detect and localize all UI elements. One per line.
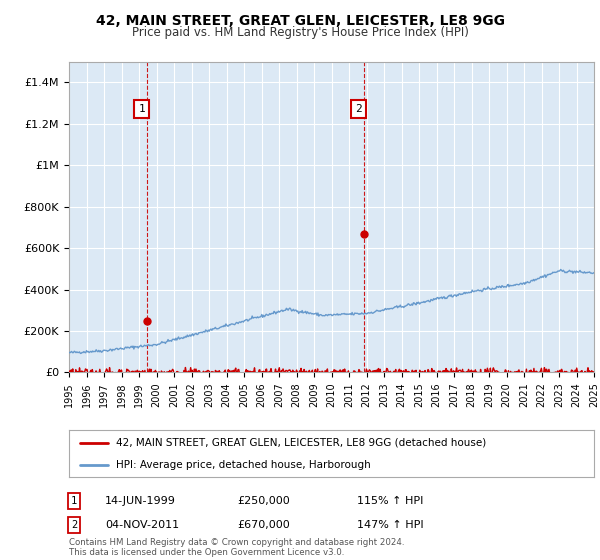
- Text: 2: 2: [71, 520, 77, 530]
- Text: 42, MAIN STREET, GREAT GLEN, LEICESTER, LE8 9GG: 42, MAIN STREET, GREAT GLEN, LEICESTER, …: [95, 14, 505, 28]
- Text: 04-NOV-2011: 04-NOV-2011: [105, 520, 179, 530]
- Text: £250,000: £250,000: [237, 496, 290, 506]
- Text: 14-JUN-1999: 14-JUN-1999: [105, 496, 176, 506]
- Text: HPI: Average price, detached house, Harborough: HPI: Average price, detached house, Harb…: [116, 460, 371, 470]
- Text: 115% ↑ HPI: 115% ↑ HPI: [357, 496, 424, 506]
- Text: Contains HM Land Registry data © Crown copyright and database right 2024.
This d: Contains HM Land Registry data © Crown c…: [69, 538, 404, 557]
- Text: 1: 1: [138, 104, 145, 114]
- Text: £670,000: £670,000: [237, 520, 290, 530]
- Text: 1: 1: [71, 496, 77, 506]
- Text: 2: 2: [355, 104, 362, 114]
- Text: 147% ↑ HPI: 147% ↑ HPI: [357, 520, 424, 530]
- Text: Price paid vs. HM Land Registry's House Price Index (HPI): Price paid vs. HM Land Registry's House …: [131, 26, 469, 39]
- Text: 42, MAIN STREET, GREAT GLEN, LEICESTER, LE8 9GG (detached house): 42, MAIN STREET, GREAT GLEN, LEICESTER, …: [116, 438, 487, 448]
